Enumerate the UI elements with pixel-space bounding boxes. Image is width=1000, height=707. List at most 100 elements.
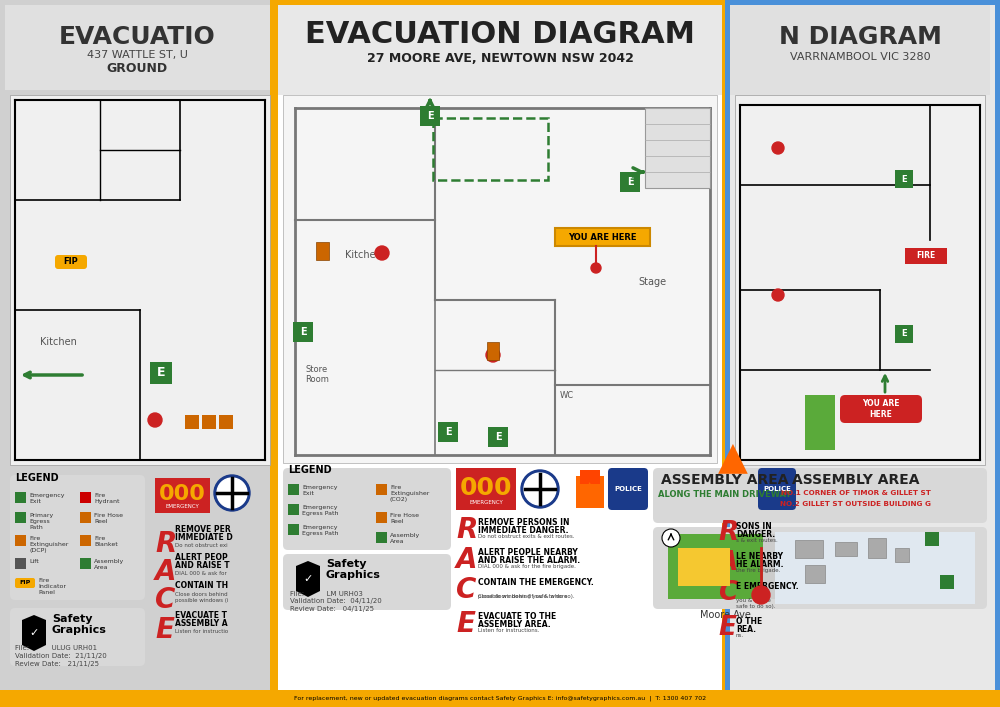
Bar: [0, 0, 275, 707]
Text: CONTAIN TH: CONTAIN TH: [175, 581, 228, 590]
Text: Safety: Safety: [52, 614, 92, 624]
Text: Do not obstruct exi: Do not obstruct exi: [175, 543, 228, 548]
Text: FIRE: FIRE: [916, 252, 936, 260]
Text: C: C: [718, 580, 737, 606]
Text: For replacement, new or updated evacuation diagrams contact Safety Graphics E: i: For replacement, new or updated evacuati…: [294, 695, 706, 701]
Bar: [905, 248, 947, 264]
Text: ▲: ▲: [579, 478, 601, 506]
Text: EVACUATE T: EVACUATE T: [175, 611, 227, 620]
FancyBboxPatch shape: [840, 395, 922, 423]
Text: ALONG THE MAIN DRIVEWAY: ALONG THE MAIN DRIVEWAY: [658, 490, 792, 499]
Text: the fire brigade.: the fire brigade.: [736, 568, 780, 573]
Bar: [150, 362, 172, 384]
Bar: [288, 524, 299, 535]
Text: E: E: [901, 329, 907, 339]
Text: R: R: [155, 530, 176, 558]
Circle shape: [752, 586, 770, 604]
Text: LE NEARBY: LE NEARBY: [736, 552, 783, 561]
Text: N DIAGRAM: N DIAGRAM: [779, 25, 941, 49]
Bar: [376, 532, 387, 543]
Text: Fire
Extinguisher
(CO2): Fire Extinguisher (CO2): [390, 485, 429, 501]
Text: E: E: [901, 175, 907, 184]
Text: VARRNAMBOOL VIC 3280: VARRNAMBOOL VIC 3280: [790, 52, 930, 62]
Text: Close doors behind you & where: Close doors behind you & where: [478, 594, 567, 599]
Text: ALERT PEOP: ALERT PEOP: [175, 553, 228, 562]
Bar: [283, 95, 717, 463]
Text: LEGEND: LEGEND: [288, 465, 332, 475]
Text: IMMEDIATE DANGER.: IMMEDIATE DANGER.: [478, 526, 568, 535]
Text: ALERT PEOPLE NEARBY: ALERT PEOPLE NEARBY: [478, 548, 578, 557]
Text: A: A: [718, 550, 738, 576]
Text: LEGEND: LEGEND: [15, 473, 59, 483]
Bar: [293, 322, 313, 342]
Text: CONTAIN THE EMERGENCY.: CONTAIN THE EMERGENCY.: [478, 578, 594, 587]
Text: Fire Hose
Reel: Fire Hose Reel: [94, 513, 123, 524]
Bar: [678, 548, 730, 586]
Circle shape: [772, 289, 784, 301]
Text: AND RAISE T: AND RAISE T: [175, 561, 230, 570]
Text: Listen for instructio: Listen for instructio: [175, 629, 228, 634]
Text: Listen for instructions.: Listen for instructions.: [478, 628, 539, 633]
Text: DIAL 000 & ask for the fire brigade.: DIAL 000 & ask for the fire brigade.: [478, 564, 576, 569]
Text: E: E: [456, 610, 475, 638]
Text: R: R: [718, 520, 738, 546]
Text: C: C: [155, 586, 175, 614]
Text: AND RAISE THE ALARM.: AND RAISE THE ALARM.: [478, 556, 580, 565]
Circle shape: [148, 413, 162, 427]
Text: ASSEMBLY AREA: ASSEMBLY AREA: [792, 473, 920, 487]
Bar: [580, 470, 600, 484]
Circle shape: [214, 475, 250, 511]
Bar: [940, 575, 954, 589]
Text: possible windows (i: possible windows (i: [175, 598, 228, 603]
Circle shape: [662, 529, 680, 547]
Text: E: E: [718, 615, 736, 641]
Bar: [730, 5, 990, 95]
Circle shape: [772, 142, 784, 154]
FancyBboxPatch shape: [735, 527, 987, 609]
Text: possible windows (if safe to do so).: possible windows (if safe to do so).: [478, 594, 575, 599]
Text: Do not obstruct exits & exit routes.: Do not obstruct exits & exit routes.: [478, 534, 574, 539]
Text: Lift: Lift: [29, 559, 39, 564]
Text: C: C: [456, 576, 476, 604]
Text: EVACUATION DIAGRAM: EVACUATION DIAGRAM: [305, 20, 695, 49]
Text: Kitchen: Kitchen: [345, 250, 382, 260]
Bar: [10, 95, 270, 465]
Text: FIP: FIP: [64, 257, 78, 267]
Text: REMOVE PERSONS IN: REMOVE PERSONS IN: [478, 518, 570, 527]
Polygon shape: [296, 561, 320, 597]
Text: YOU ARE HERE: YOU ARE HERE: [568, 233, 636, 242]
Bar: [278, 5, 722, 702]
FancyBboxPatch shape: [15, 578, 35, 588]
Bar: [15, 492, 26, 503]
Circle shape: [217, 478, 247, 508]
Text: YOU ARE
HERE: YOU ARE HERE: [862, 399, 900, 419]
Text: WC: WC: [560, 391, 574, 400]
Bar: [456, 468, 516, 510]
Bar: [80, 512, 91, 523]
Bar: [795, 540, 823, 558]
Text: Stage: Stage: [638, 277, 666, 287]
Text: EMERGENCY: EMERGENCY: [469, 501, 503, 506]
Bar: [668, 534, 763, 599]
Bar: [288, 504, 299, 515]
Text: O THE: O THE: [736, 617, 762, 626]
Text: REMOVE PER: REMOVE PER: [175, 525, 231, 534]
Text: Emergency
Egress Path: Emergency Egress Path: [302, 525, 338, 536]
Text: 27 MOORE AVE, NEWTOWN NSW 2042: 27 MOORE AVE, NEWTOWN NSW 2042: [367, 52, 633, 65]
Bar: [376, 512, 387, 523]
Text: NO.1 CORNER OF TIMOR & GILLET ST: NO.1 CORNER OF TIMOR & GILLET ST: [781, 490, 931, 496]
Text: A: A: [456, 546, 478, 574]
Bar: [775, 532, 975, 604]
Text: Review Date:   21/11/25: Review Date: 21/11/25: [15, 661, 99, 667]
Bar: [487, 342, 499, 360]
Text: Emergency
Egress Path: Emergency Egress Path: [302, 505, 338, 516]
FancyBboxPatch shape: [283, 554, 451, 610]
Text: ▲: ▲: [718, 438, 748, 476]
Text: ✓: ✓: [303, 574, 313, 584]
Text: Primary
Egress
Path: Primary Egress Path: [29, 513, 53, 530]
Circle shape: [524, 473, 556, 505]
Bar: [202, 415, 216, 429]
Circle shape: [375, 246, 389, 260]
Bar: [15, 512, 26, 523]
Text: POLICE: POLICE: [614, 486, 642, 492]
